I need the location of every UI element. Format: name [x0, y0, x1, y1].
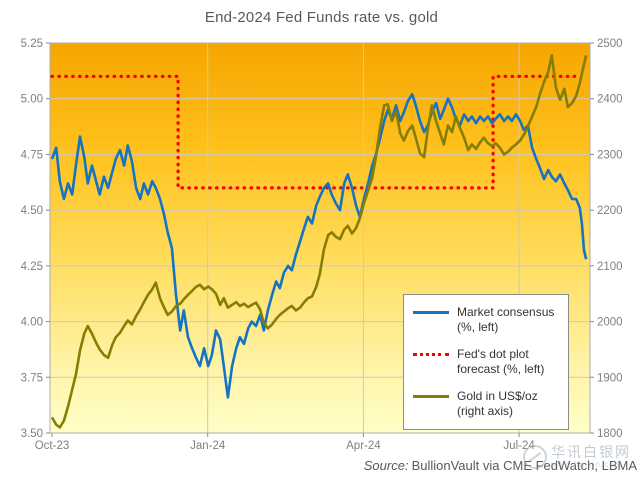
right-axis-label: 2500 — [597, 38, 623, 50]
legend-label-gold: Gold in US$/oz — [457, 389, 538, 403]
legend-item-market-consensus: Market consensus (%, left) — [413, 305, 559, 335]
plot-border — [49, 42, 591, 434]
market-consensus-line — [50, 93, 588, 399]
legend-label-market: Market consensus — [457, 305, 555, 319]
right-axis-label: 2400 — [597, 94, 623, 106]
right-axis-label: 1800 — [597, 428, 623, 440]
legend-sublabel-market: (%, left) — [457, 320, 499, 334]
page-title: End-2024 Fed Funds rate vs. gold — [204, 9, 439, 26]
source-text: BullionVault via CME FedWatch, LBMA — [411, 458, 637, 473]
legend: Market consensus (%, left) Fed's dot plo… — [403, 294, 569, 430]
x-axis-label: Apr-24 — [346, 440, 381, 452]
legend-item-fed-dot-plot: Fed's dot plot forecast (%, left) — [413, 347, 559, 377]
left-axis-label: 3.50 — [21, 428, 43, 440]
legend-swatch-dot-plot-line — [413, 353, 449, 356]
right-axis-label: 1900 — [597, 372, 623, 384]
legend-swatch-market-line — [413, 311, 449, 314]
source-prefix: Source: — [363, 458, 409, 473]
legend-sublabel-dot-plot: forecast (%, left) — [457, 362, 545, 376]
left-axis-label: 4.25 — [21, 261, 43, 273]
right-axis-label: 2300 — [597, 149, 623, 161]
x-axis-label: Jan-24 — [190, 440, 226, 452]
x-axis-label: Oct-23 — [35, 440, 70, 452]
left-axis-label: 3.75 — [21, 372, 43, 384]
left-axis-label: 4.75 — [21, 149, 43, 161]
left-axis-label: 4.00 — [21, 317, 43, 329]
fed-dot-plot-forecast-line — [50, 74, 579, 190]
legend-label-dot-plot: Fed's dot plot — [457, 347, 529, 361]
right-axis-label: 2200 — [597, 205, 623, 217]
source-note: Source: BullionVault via CME FedWatch, LB… — [364, 458, 637, 473]
right-axis-label: 2100 — [597, 261, 623, 273]
legend-item-gold: Gold in US$/oz (right axis) — [413, 389, 559, 419]
gold-price-line — [50, 53, 588, 429]
right-axis-label: 2000 — [597, 317, 623, 329]
x-axis-label: Jul-24 — [503, 440, 535, 452]
legend-swatch-gold-line — [413, 395, 449, 398]
left-axis-label: 4.50 — [21, 205, 43, 217]
left-axis-label: 5.00 — [21, 94, 43, 106]
legend-sublabel-gold: (right axis) — [457, 404, 514, 418]
left-axis-label: 5.25 — [21, 38, 43, 50]
